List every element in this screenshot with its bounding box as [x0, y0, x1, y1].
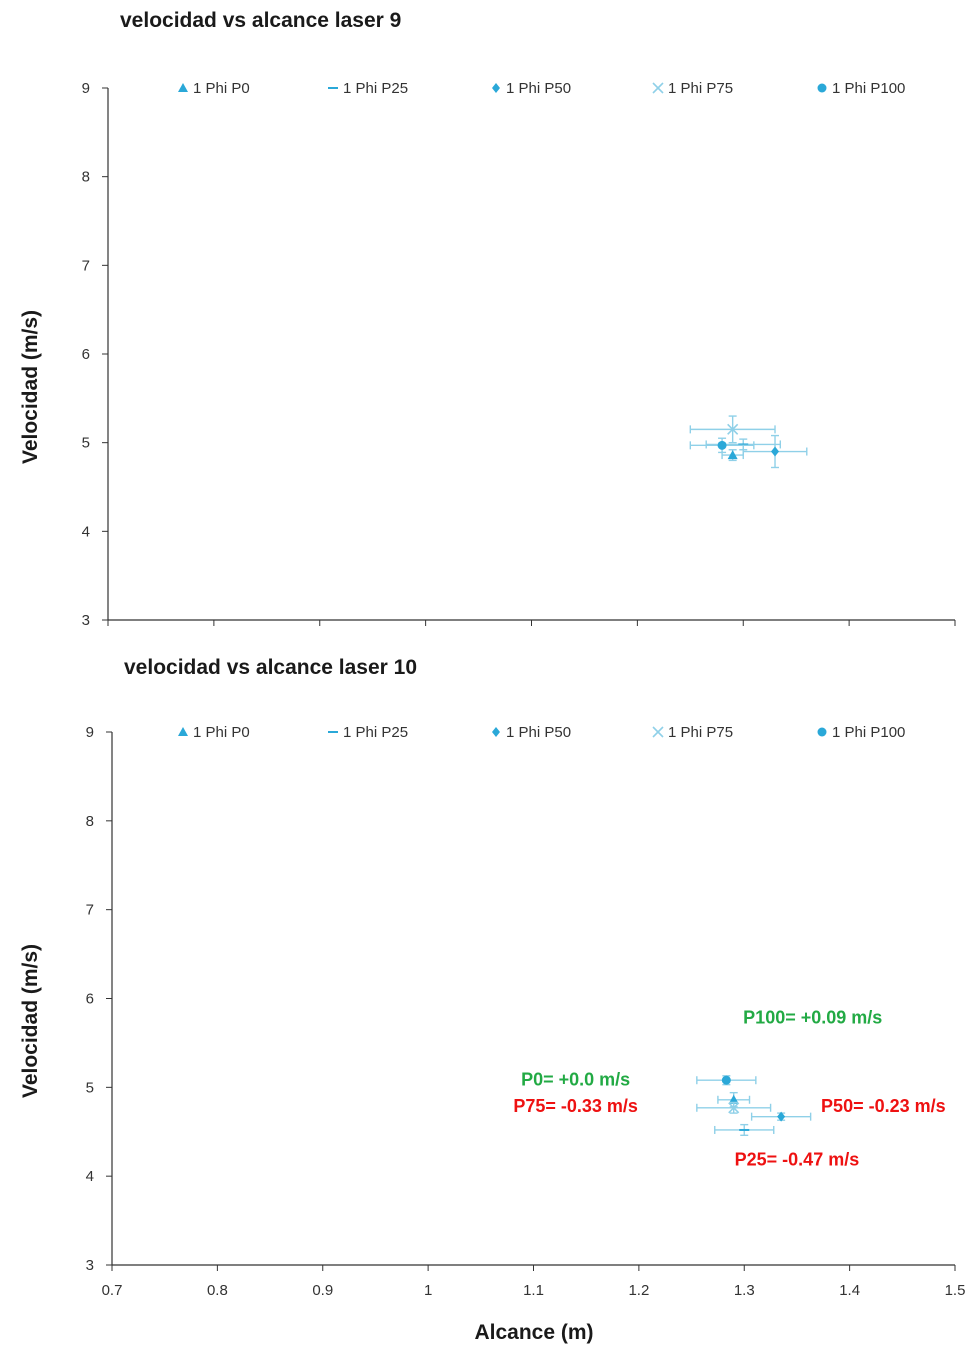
y-tick-label: 4	[86, 1168, 94, 1185]
legend-marker-stroke-b	[652, 726, 664, 738]
data-marker-stroke-b	[728, 1102, 740, 1114]
x-tick-label: 1.5	[945, 1282, 966, 1299]
legend-label: 1 Phi P75	[668, 80, 733, 97]
legend-marker	[817, 83, 827, 93]
y-tick-label: 9	[86, 724, 94, 741]
data-point	[696, 1101, 772, 1114]
legend-marker	[178, 727, 188, 736]
x-axis-label: Alcance (m)	[474, 1321, 593, 1344]
data-point	[714, 1123, 775, 1137]
chart-title: velocidad vs alcance laser 9	[120, 9, 401, 32]
legend-label: 1 Phi P75	[668, 724, 733, 741]
legend-marker	[817, 727, 827, 737]
y-axis-label: Velocidad (m/s)	[19, 310, 42, 464]
annotation-label: P75= -0.33 m/s	[513, 1096, 638, 1116]
data-point	[689, 437, 755, 454]
y-tick-label: 3	[86, 1257, 94, 1274]
y-tick-label: 6	[86, 991, 94, 1008]
data-marks	[689, 415, 808, 469]
axes: 3 4 5 6 7 8 9	[82, 80, 956, 629]
legend-marker	[178, 83, 188, 92]
y-tick-label: 4	[82, 523, 90, 540]
data-marks	[696, 1075, 812, 1137]
legend-marker	[492, 727, 500, 737]
x-tick-label: 0.8	[207, 1282, 228, 1299]
chart-laser-9: velocidad vs alcance laser 9 Velocidad (…	[19, 9, 956, 629]
chart-title: velocidad vs alcance laser 10	[124, 656, 417, 679]
legend-item: 1 Phi P75	[652, 80, 733, 97]
x-tick-label: 1.2	[628, 1282, 649, 1299]
legend-label: 1 Phi P50	[506, 724, 571, 741]
data-point	[742, 434, 808, 469]
x-tick-label: 0.9	[312, 1282, 333, 1299]
data-marker	[728, 1094, 739, 1104]
data-point	[721, 449, 744, 462]
data-point	[689, 415, 776, 444]
y-tick-label: 5	[86, 1079, 94, 1096]
annotation-label: P100= +0.09 m/s	[743, 1007, 882, 1027]
x-tick-label: 1	[424, 1282, 432, 1299]
legend-item: 1 Phi P50	[492, 80, 571, 97]
legend-item: 1 Phi P75	[652, 724, 733, 741]
legend-marker	[652, 82, 664, 94]
legend-item: 1 Phi P25	[328, 724, 408, 741]
data-marker	[717, 440, 727, 450]
y-tick-label: 5	[82, 435, 90, 452]
y-tick-label: 9	[82, 80, 90, 97]
legend: 1 Phi P0 1 Phi P25 1 Phi P50 1 Phi P75 1 Phi…	[178, 80, 905, 97]
data-marker	[721, 1075, 731, 1085]
data-marker	[728, 1102, 740, 1114]
legend-label: 1 Phi P50	[506, 80, 571, 97]
legend-label: 1 Phi P0	[193, 80, 250, 97]
legend-label: 1 Phi P100	[832, 80, 905, 97]
y-tick-label: 8	[86, 813, 94, 830]
annotations: P100= +0.09 m/s P0= +0.0 m/s P75= -0.33 m/…	[513, 1007, 945, 1169]
data-marker	[727, 450, 738, 460]
legend-label: 1 Phi P25	[343, 80, 408, 97]
data-marker	[727, 423, 739, 435]
legend-item: 1 Phi P50	[492, 724, 571, 741]
legend-marker-stroke-b	[652, 82, 664, 94]
legend-label: 1 Phi P100	[832, 724, 905, 741]
y-tick-label: 7	[82, 257, 90, 274]
data-point	[750, 1111, 812, 1122]
legend-label: 1 Phi P0	[193, 724, 250, 741]
legend-item: 1 Phi P100	[817, 724, 905, 741]
legend-label: 1 Phi P25	[343, 724, 408, 741]
y-tick-label: 7	[86, 902, 94, 919]
legend: 1 Phi P0 1 Phi P25 1 Phi P50 1 Phi P75 1 Phi…	[178, 724, 905, 741]
legend-item: 1 Phi P25	[328, 80, 408, 97]
data-point	[696, 1075, 757, 1086]
y-tick-label: 3	[82, 612, 90, 629]
data-marker	[771, 446, 780, 457]
legend-marker	[492, 83, 500, 93]
y-tick-label: 8	[82, 169, 90, 186]
x-tick-label: 1.3	[734, 1282, 755, 1299]
data-marker-stroke-b	[727, 423, 739, 435]
x-tick-label: 1.1	[523, 1282, 544, 1299]
annotation-label: P25= -0.47 m/s	[735, 1150, 860, 1170]
data-marker	[777, 1111, 786, 1122]
legend-item: 1 Phi P100	[817, 80, 905, 97]
annotation-label: P50= -0.23 m/s	[821, 1096, 946, 1116]
axes: 3 4 5 6 7 8 9 0.7 0.8 0.9 1 1.1 1.2 1.3 1.4 1.5	[86, 724, 966, 1299]
x-tick-label: 0.7	[102, 1282, 123, 1299]
legend-item: 1 Phi P0	[178, 724, 250, 741]
legend-marker	[652, 726, 664, 738]
x-tick-label: 1.4	[839, 1282, 860, 1299]
y-axis-label: Velocidad (m/s)	[19, 944, 42, 1098]
annotation-label: P0= +0.0 m/s	[521, 1070, 630, 1090]
legend-item: 1 Phi P0	[178, 80, 250, 97]
chart-laser-10: velocidad vs alcance laser 10 Velocidad …	[19, 656, 965, 1344]
y-tick-label: 6	[82, 346, 90, 363]
